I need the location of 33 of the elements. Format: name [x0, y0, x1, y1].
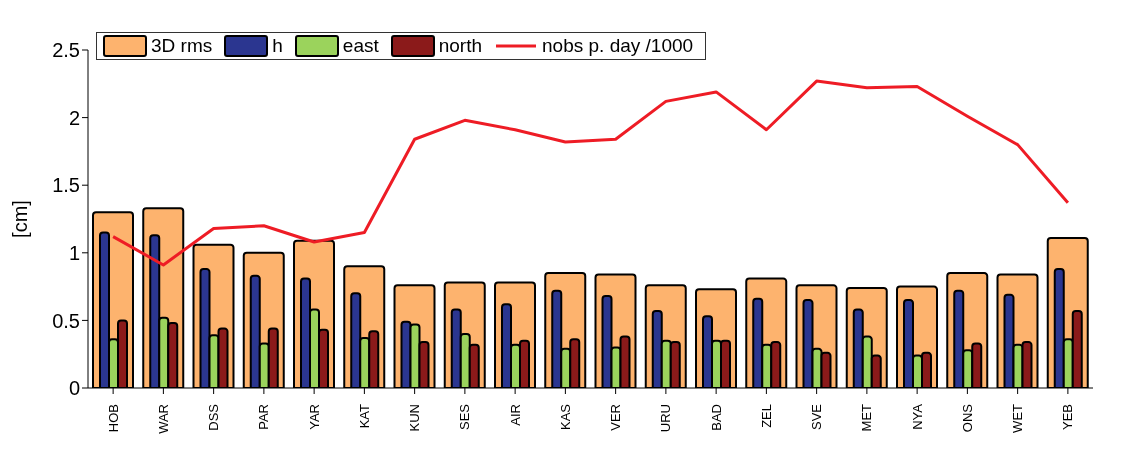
- y-tick-label: 0.5: [52, 309, 80, 332]
- legend-label: h: [272, 35, 283, 57]
- legend-label: nobs p. day /1000: [542, 35, 694, 57]
- x-tick-label: AIR: [507, 404, 523, 426]
- x-tick-label: BAD: [708, 404, 724, 431]
- y-tick-label: 0: [68, 377, 80, 400]
- x-tick-label: ONS: [959, 403, 975, 433]
- x-tick-label: HOB: [105, 404, 121, 433]
- x-tick-label: SES: [457, 403, 473, 431]
- x-tick-label: PAR: [256, 404, 272, 430]
- y-axis-title: [cm]: [9, 200, 32, 238]
- legend-label: north: [438, 35, 483, 57]
- x-tick-label: YEB: [1060, 404, 1076, 431]
- x-tick-label: MET: [859, 403, 875, 432]
- x-tick-label: KUN: [407, 404, 423, 432]
- y-tick-label: 2.5: [52, 39, 80, 62]
- x-tick-label: NYA: [909, 403, 925, 430]
- x-tick-label: DSS: [206, 403, 222, 431]
- x-tick-label: URU: [658, 404, 674, 433]
- x-tick-label: WAR: [155, 404, 171, 434]
- x-tick-label: KAS: [557, 403, 573, 431]
- y-tick-label: 1.5: [52, 174, 80, 197]
- x-tick-label: WET: [1010, 403, 1026, 433]
- y-tick-label: 1: [68, 241, 80, 264]
- x-tick-label: KAT: [356, 403, 372, 429]
- y-tick-label: 2: [68, 106, 80, 129]
- legend-label: 3D rms: [151, 35, 213, 57]
- x-tick-label: YAR: [306, 404, 322, 430]
- legend-label: east: [342, 35, 379, 57]
- x-tick-label: ZEL: [758, 404, 774, 428]
- x-tick-label: VER: [608, 404, 624, 431]
- line-series: [111, 79, 1070, 267]
- x-tick-label: SVE: [809, 403, 825, 431]
